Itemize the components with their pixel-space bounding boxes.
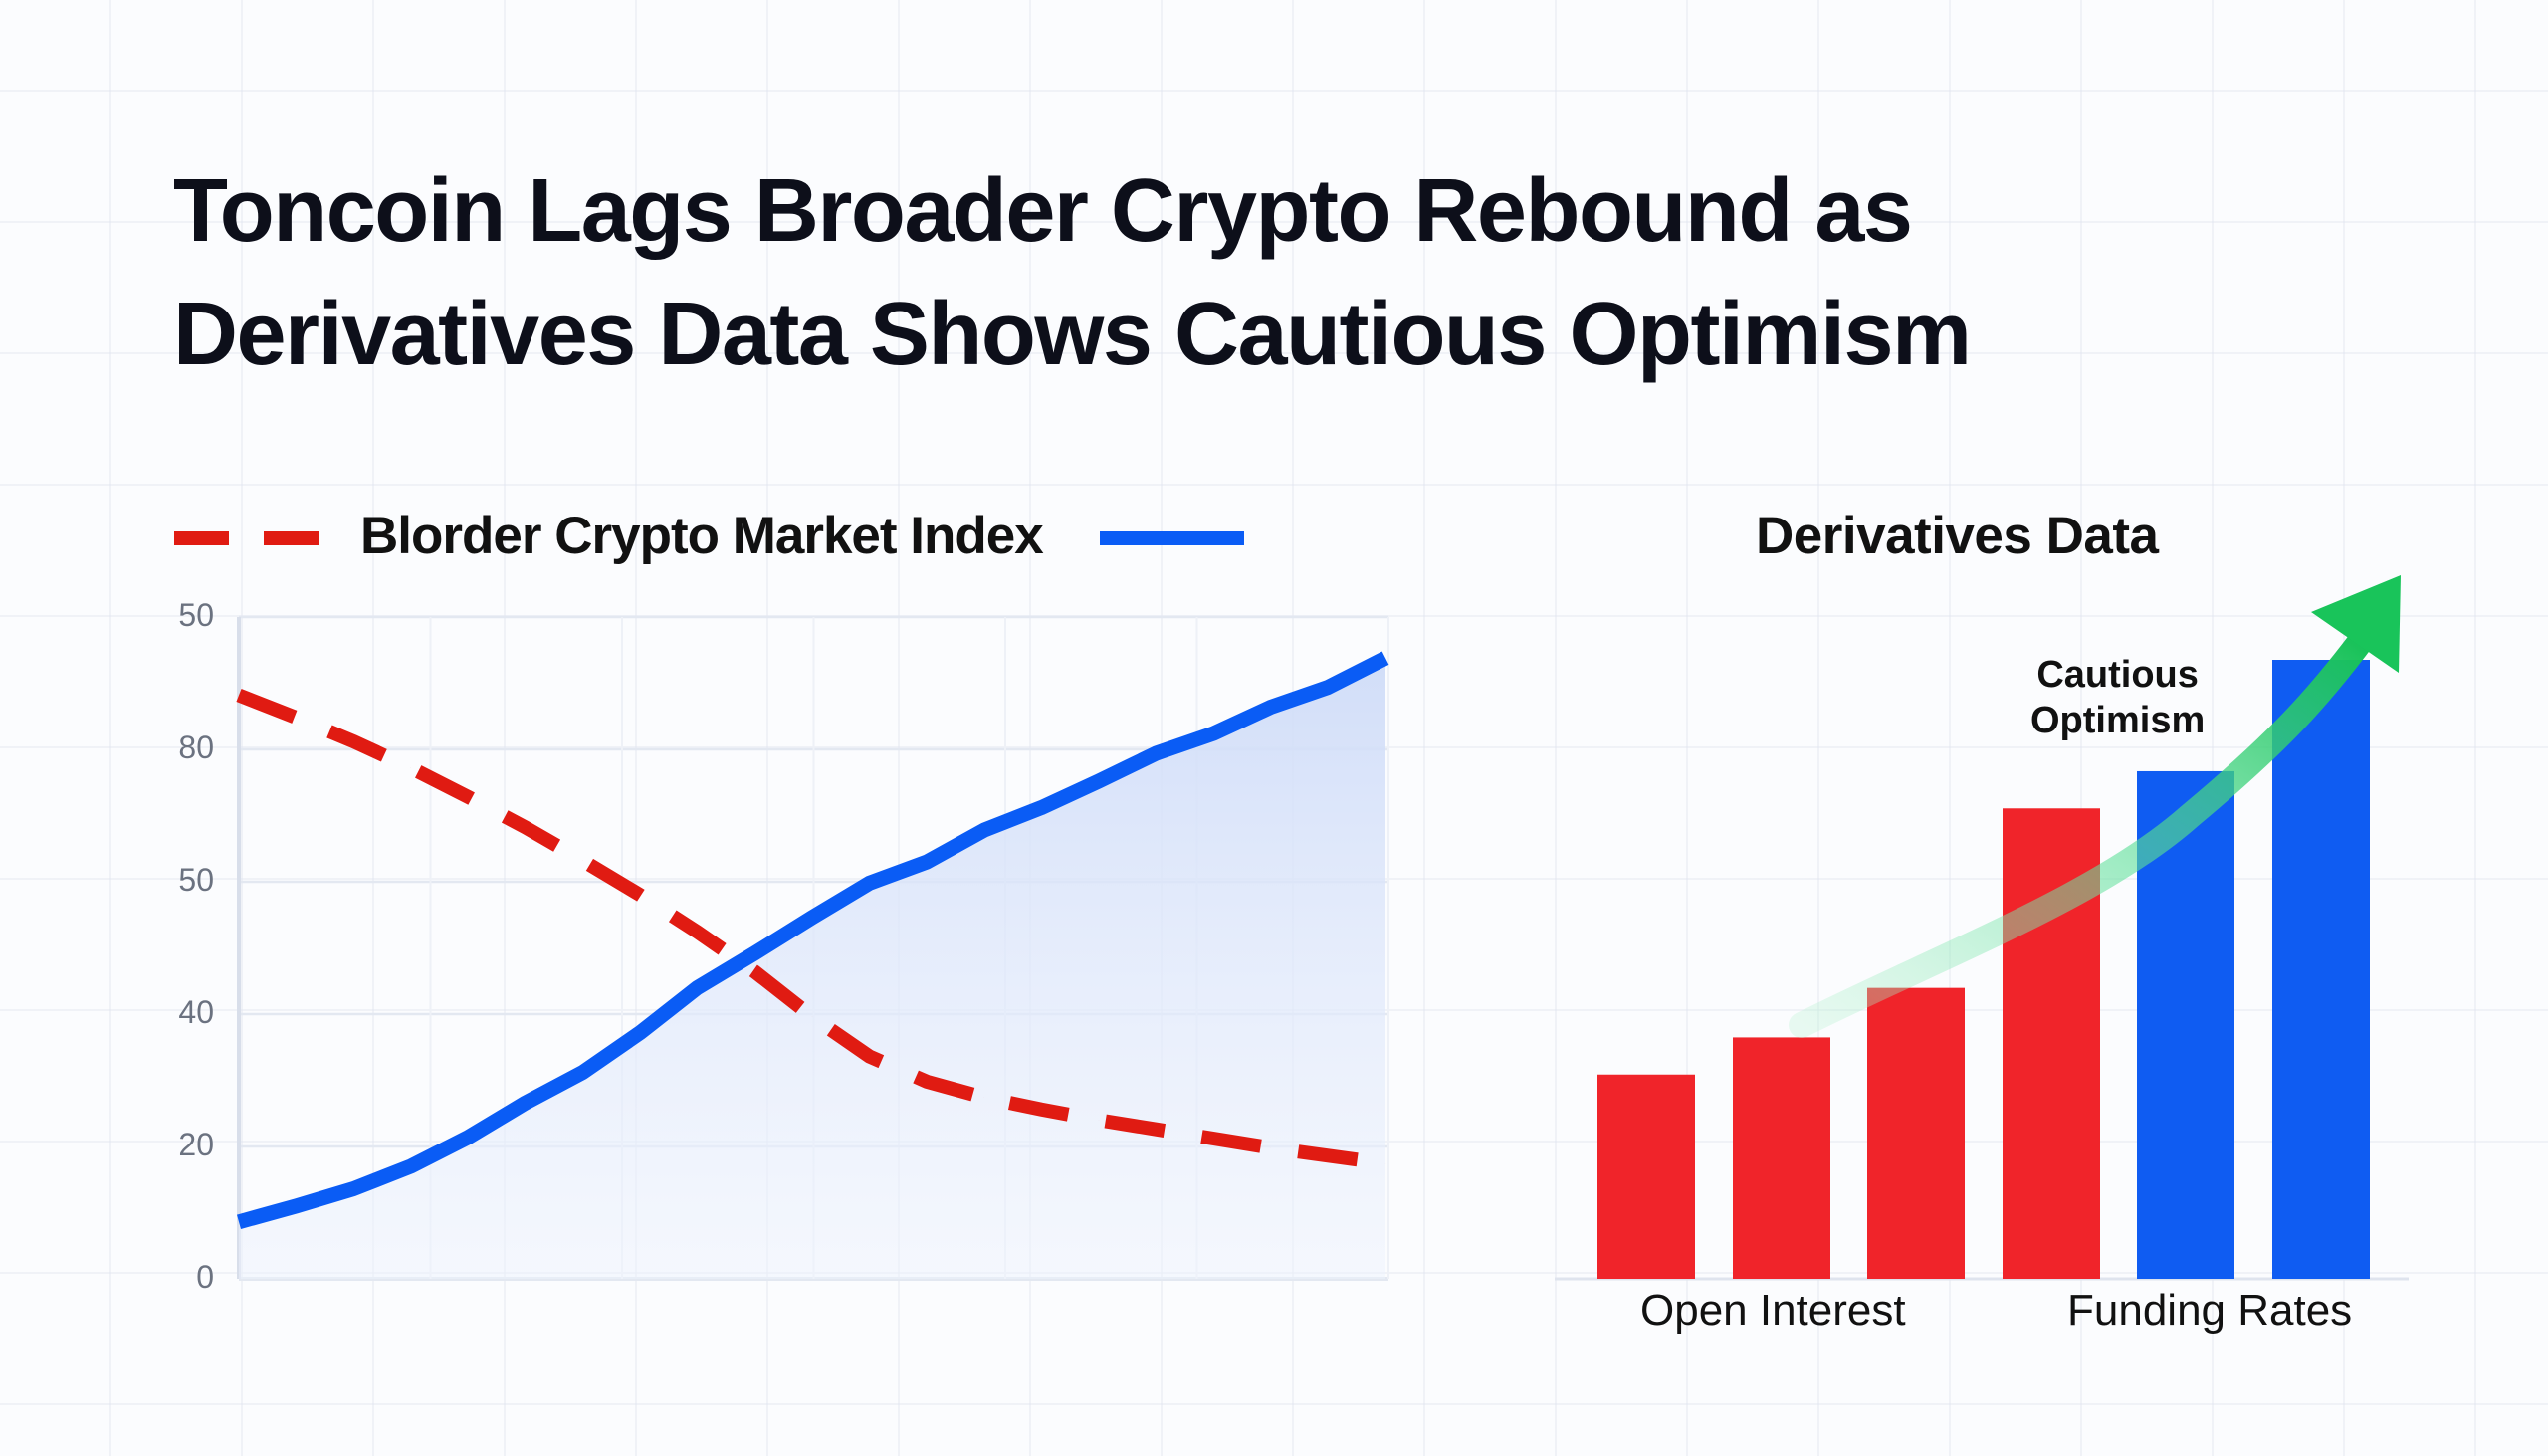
bar-chart-title: Derivatives Data xyxy=(1756,507,2159,565)
annotation-line-2: Optimism xyxy=(2030,700,2206,741)
bar-2 xyxy=(1733,1037,1830,1279)
page-title: Toncoin Lags Broader Crypto Rebound as D… xyxy=(173,149,1972,396)
title-line-1: Toncoin Lags Broader Crypto Rebound as xyxy=(173,161,1913,261)
trend-arrow-head xyxy=(2311,575,2401,673)
x-label-open-interest: Open Interest xyxy=(1640,1286,1906,1335)
title-line-2: Derivatives Data Shows Cautious Optimism xyxy=(173,285,1972,384)
y-tick-label: 40 xyxy=(178,994,214,1030)
market-index-line xyxy=(236,688,1386,1171)
x-label-funding-rates: Funding Rates xyxy=(2067,1286,2353,1335)
bar-chart xyxy=(1555,660,2409,1281)
trend-arrow-shaft xyxy=(1789,624,2377,1038)
y-tick-label: 80 xyxy=(178,729,214,765)
legend-label: Blorder Crypto Market Index xyxy=(360,507,1044,565)
trend-arrow xyxy=(1789,575,2401,1038)
bar-1 xyxy=(1597,1074,1695,1279)
y-tick-label: 20 xyxy=(178,1127,214,1162)
y-tick-label: 50 xyxy=(178,597,214,633)
annotation-line-1: Cautious xyxy=(2036,654,2199,696)
y-tick-label: 0 xyxy=(196,1259,214,1295)
bar-3 xyxy=(1867,987,1965,1279)
toncoin-area xyxy=(239,658,1385,1279)
line-chart-area xyxy=(239,658,1385,1279)
annotation-cautious-optimism: Cautious Optimism xyxy=(2030,652,2205,743)
y-tick-label: 50 xyxy=(178,862,214,898)
bar-6 xyxy=(2272,660,2370,1279)
line-chart-series xyxy=(236,651,1389,1230)
